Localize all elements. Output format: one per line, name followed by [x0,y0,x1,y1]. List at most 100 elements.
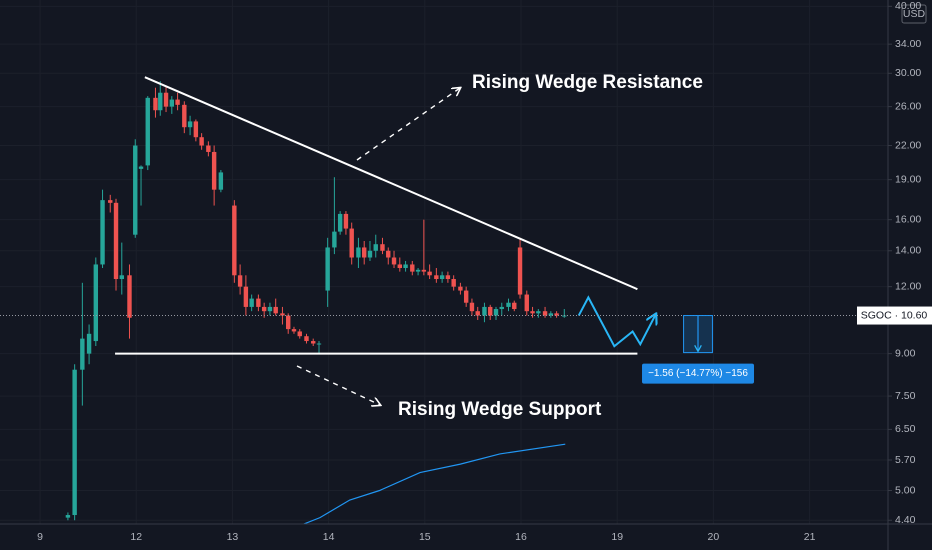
y-tick-label: 6.50 [895,423,916,435]
y-tick-label: 7.50 [895,390,916,402]
candle-body [163,92,169,107]
currency[interactable]: USD [903,8,926,20]
candle-body [391,257,397,265]
y-tick-label: 40.00 [895,0,921,12]
candle-body [232,205,237,276]
candle-body [410,264,415,272]
y-tick-label: 5.00 [895,484,916,496]
candle-body [86,333,92,354]
y-tick-label: 5.70 [895,454,916,466]
candle-body [397,264,402,269]
y-tick-label: 4.40 [895,514,916,526]
projection-path [577,295,656,348]
plot-area [65,76,656,524]
y-tick-label: 19.00 [895,173,921,185]
candle-body [445,275,451,280]
x-tick-label: 14 [323,531,335,543]
candle-body [362,247,367,258]
candle-body [243,286,249,307]
candle-body [530,311,535,314]
candle-body [542,311,548,316]
candle-body [304,336,309,342]
candle-body [119,275,124,280]
candle-body [349,228,354,258]
candle-body [80,338,85,370]
y-tick-label: 14.00 [895,245,921,257]
annotation: Rising Wedge Support [398,399,602,420]
candle-body [380,244,385,251]
x-tick-label: 16 [515,531,527,543]
y-tick-label: 22.00 [895,139,921,151]
candle-body [493,309,499,316]
candle-body [193,121,199,138]
moving-average [302,443,566,524]
candle-body [286,315,291,330]
candle-body [175,99,180,105]
candle-body [138,166,144,169]
candle-body [548,313,554,316]
candle-body [199,137,204,146]
price-label: SGOC · 10.60 [861,309,928,321]
candle-body [517,247,523,295]
x-tick-label: 19 [611,531,623,543]
candle-body [297,331,302,337]
candle-body [206,145,211,152]
candle-body [218,172,224,190]
candle-body [332,231,337,248]
candle-body [488,306,493,316]
price-label-box [857,306,932,325]
currency-box[interactable] [901,4,927,24]
candle-body [93,264,99,342]
candle-body [267,306,273,312]
candle-body [439,275,445,280]
candle-body [337,213,343,232]
candle-body [113,202,119,280]
candle-body [506,302,511,307]
candle-body [475,311,480,316]
candle-body [451,279,456,287]
x-tick-label: 21 [804,531,816,543]
candle-body [325,247,330,291]
y-tick-label: 12.00 [895,280,921,292]
candle-body [187,121,193,128]
candle-body [482,306,487,316]
candle-body [133,145,138,235]
candle-body [256,298,261,307]
candle-body [421,269,427,272]
candle-body [386,250,391,258]
candle-body [434,275,439,280]
candle-body [169,99,175,107]
candle-body [158,92,163,111]
candle-body [536,311,541,314]
candle-body [415,269,421,272]
candle-body [469,302,475,312]
candle-body [373,244,378,251]
candle-body [499,306,504,310]
y-tick-label: 9.00 [895,347,916,359]
y-tick-label: 34.00 [895,38,921,50]
candle-body [554,313,559,316]
candle-body [458,286,463,291]
x-tick-label: 12 [130,531,142,543]
candle-body [182,104,187,128]
y-tick-label: 30.00 [895,67,921,79]
candle-body [100,200,105,265]
candle-body [108,200,113,203]
candle-body [249,298,254,307]
x-tick-label: 13 [227,531,239,543]
candle-body [463,290,469,303]
candle-body [343,213,349,229]
x-tick-label: 15 [419,531,431,543]
candle-body [237,275,243,287]
candle-body [261,306,267,312]
candle-body [356,247,361,258]
candle-body [316,343,322,345]
measure-label-box [642,363,755,384]
candle-body [427,271,432,276]
y-tick-label: 26.00 [895,100,921,112]
x-tick-label: 9 [37,531,43,543]
candle-body [127,275,132,318]
